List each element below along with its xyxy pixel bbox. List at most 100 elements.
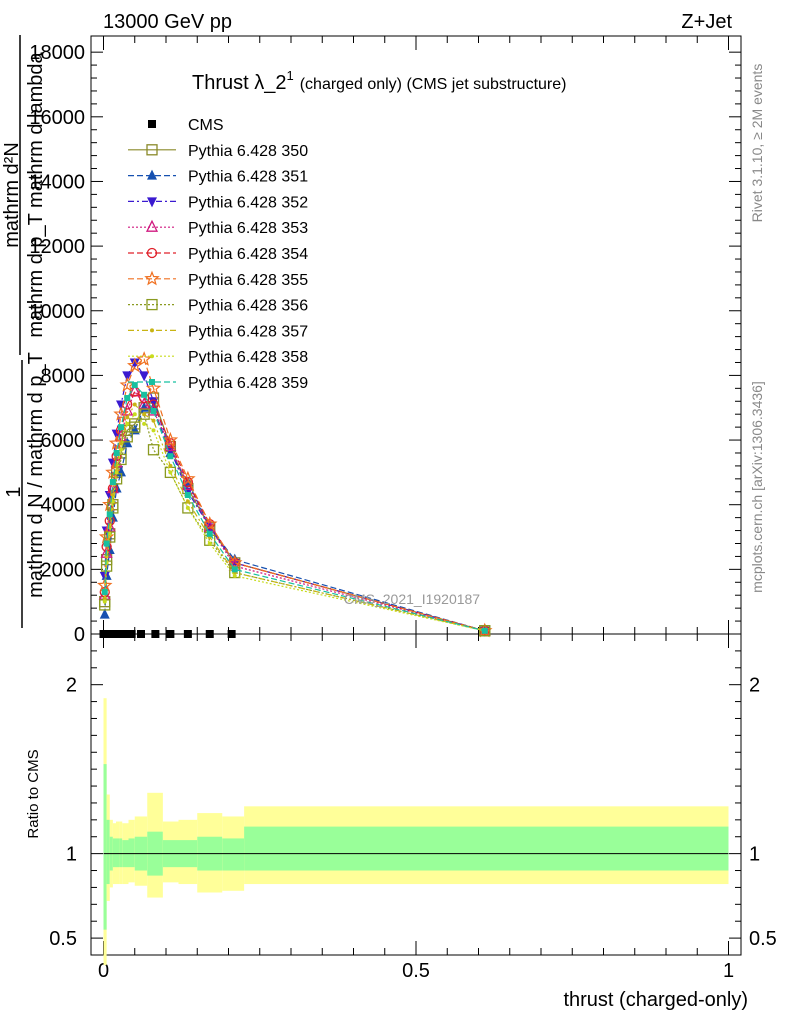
ratio-ytick-label-right: 0.5: [749, 928, 777, 950]
legend-marker: [146, 144, 158, 156]
data-point: [124, 395, 131, 402]
main-ytick-label: 6000: [41, 430, 86, 452]
legend: CMS Pythia 6.428 350 Pythia 6.428 351 Pythi…: [128, 117, 308, 392]
ratio-axis-ticks: 0 0.5 1 0.5 0.5 1 1 2 2: [49, 650, 777, 982]
header-right: Z+Jet: [681, 11, 732, 33]
legend-label: Pythia 6.428 357: [188, 323, 308, 340]
ratio-band-inner: [128, 838, 135, 868]
data-point: [109, 479, 116, 486]
main-ytick-label: 0: [74, 624, 85, 646]
data-point: [185, 499, 190, 504]
ratio-ytick-label-right: 1: [749, 844, 760, 866]
main-ytick-label: 14000: [29, 171, 85, 193]
data-point: [151, 418, 156, 423]
ylabel-prefix-den: mathrm d N / mathrm d p_T: [25, 352, 47, 598]
data-point: [101, 588, 108, 595]
data-point: [113, 449, 120, 456]
series-10: [101, 382, 488, 634]
ylabel-numerator: mathrm d²N: [1, 142, 23, 248]
data-point: [148, 397, 159, 408]
data-point: [162, 431, 179, 447]
ratio-band-inner: [106, 819, 110, 885]
data-point: [102, 596, 107, 601]
x-axis-label: thrust (charged-only): [563, 989, 748, 1011]
data-point: [119, 441, 123, 446]
main-ytick-label: 8000: [41, 365, 86, 387]
main-ytick-label: 16000: [29, 107, 85, 129]
data-point: [127, 630, 136, 638]
ratio-xtick-label: 1: [723, 960, 734, 982]
series-0: [99, 630, 236, 638]
data-point: [168, 463, 173, 468]
data-point: [113, 406, 129, 421]
data-point: [479, 625, 491, 637]
legend-label: Pythia 6.428 359: [188, 375, 308, 392]
data-point: [118, 424, 124, 431]
ratio-ylabel: Ratio to CMS: [25, 749, 42, 838]
data-point: [231, 566, 238, 573]
data-point: [129, 421, 141, 433]
main-ytick-label: 4000: [41, 495, 86, 517]
legend-label: Pythia 6.428 355: [188, 272, 308, 289]
legend-label: Pythia 6.428 358: [188, 349, 308, 366]
data-point: [102, 599, 107, 604]
ratio-xtick-label: 0.5: [402, 960, 430, 982]
data-point: [481, 627, 488, 634]
header-left: 13000 GeV pp: [103, 11, 232, 33]
legend-label: Pythia 6.428 351: [188, 169, 308, 186]
data-point: [99, 571, 110, 582]
main-axis-ticks: 0 2000 4000 6000 8000 10000 12000 14000 16000 180…: [29, 36, 741, 955]
data-point: [167, 453, 174, 460]
data-point: [151, 428, 156, 433]
legend-item: Pythia 6.428 358: [128, 349, 308, 366]
data-point: [119, 447, 123, 452]
series-layer: [96, 351, 493, 638]
data-point: [201, 515, 218, 531]
data-point: [138, 408, 150, 420]
data-point: [184, 492, 191, 499]
legend-marker: [147, 169, 157, 180]
ylabel-denominator: mathrm d p_T mathrm d lambda: [25, 51, 47, 337]
main-ytick-label: 2000: [41, 559, 86, 581]
legend-marker: [150, 354, 154, 359]
legend-marker: [144, 270, 160, 286]
main-ytick-label: 18000: [29, 42, 85, 64]
data-point: [150, 407, 157, 414]
mcplots-label: mcplots.cern.ch [arXiv:1306.3436]: [749, 381, 765, 593]
data-point: [206, 530, 213, 537]
data-point: [120, 630, 129, 638]
legend-item: Pythia 6.428 350: [128, 143, 308, 160]
data-point: [147, 444, 160, 456]
data-point: [227, 630, 236, 638]
data-point: [122, 371, 133, 382]
ratio-xtick-label: 0: [98, 960, 109, 982]
y-axis-label: 1 mathrm d N / mathrm d p_T mathrm d²N m…: [1, 35, 47, 628]
data-point: [99, 608, 110, 619]
data-point: [166, 630, 175, 638]
data-point: [137, 630, 145, 638]
data-point: [132, 412, 137, 417]
data-point: [126, 357, 143, 373]
legend-marker: [150, 328, 154, 333]
ratio-bands: [103, 698, 729, 966]
data-point: [226, 554, 243, 570]
data-point: [141, 391, 148, 398]
main-ytick-label: 10000: [29, 301, 85, 323]
ratio-ytick-label: 0.5: [49, 928, 77, 950]
chart-title-main: Thrust λ_2: [192, 72, 286, 94]
legend-label: Pythia 6.428 354: [188, 246, 308, 263]
data-point: [185, 505, 190, 510]
data-point: [104, 560, 109, 565]
chart-title-sup: 1: [286, 68, 293, 83]
data-point: [181, 477, 194, 490]
legend-item: Pythia 6.428 351: [128, 169, 308, 186]
ratio-band-inner: [222, 838, 245, 871]
legend-label: CMS: [188, 117, 224, 134]
data-point: [136, 351, 152, 366]
ratio-band-inner: [103, 764, 107, 930]
data-point: [142, 421, 147, 426]
legend-label: Pythia 6.428 353: [188, 220, 308, 237]
legend-item: Pythia 6.428 354: [128, 246, 308, 263]
data-point: [145, 380, 162, 395]
data-point: [115, 630, 124, 638]
